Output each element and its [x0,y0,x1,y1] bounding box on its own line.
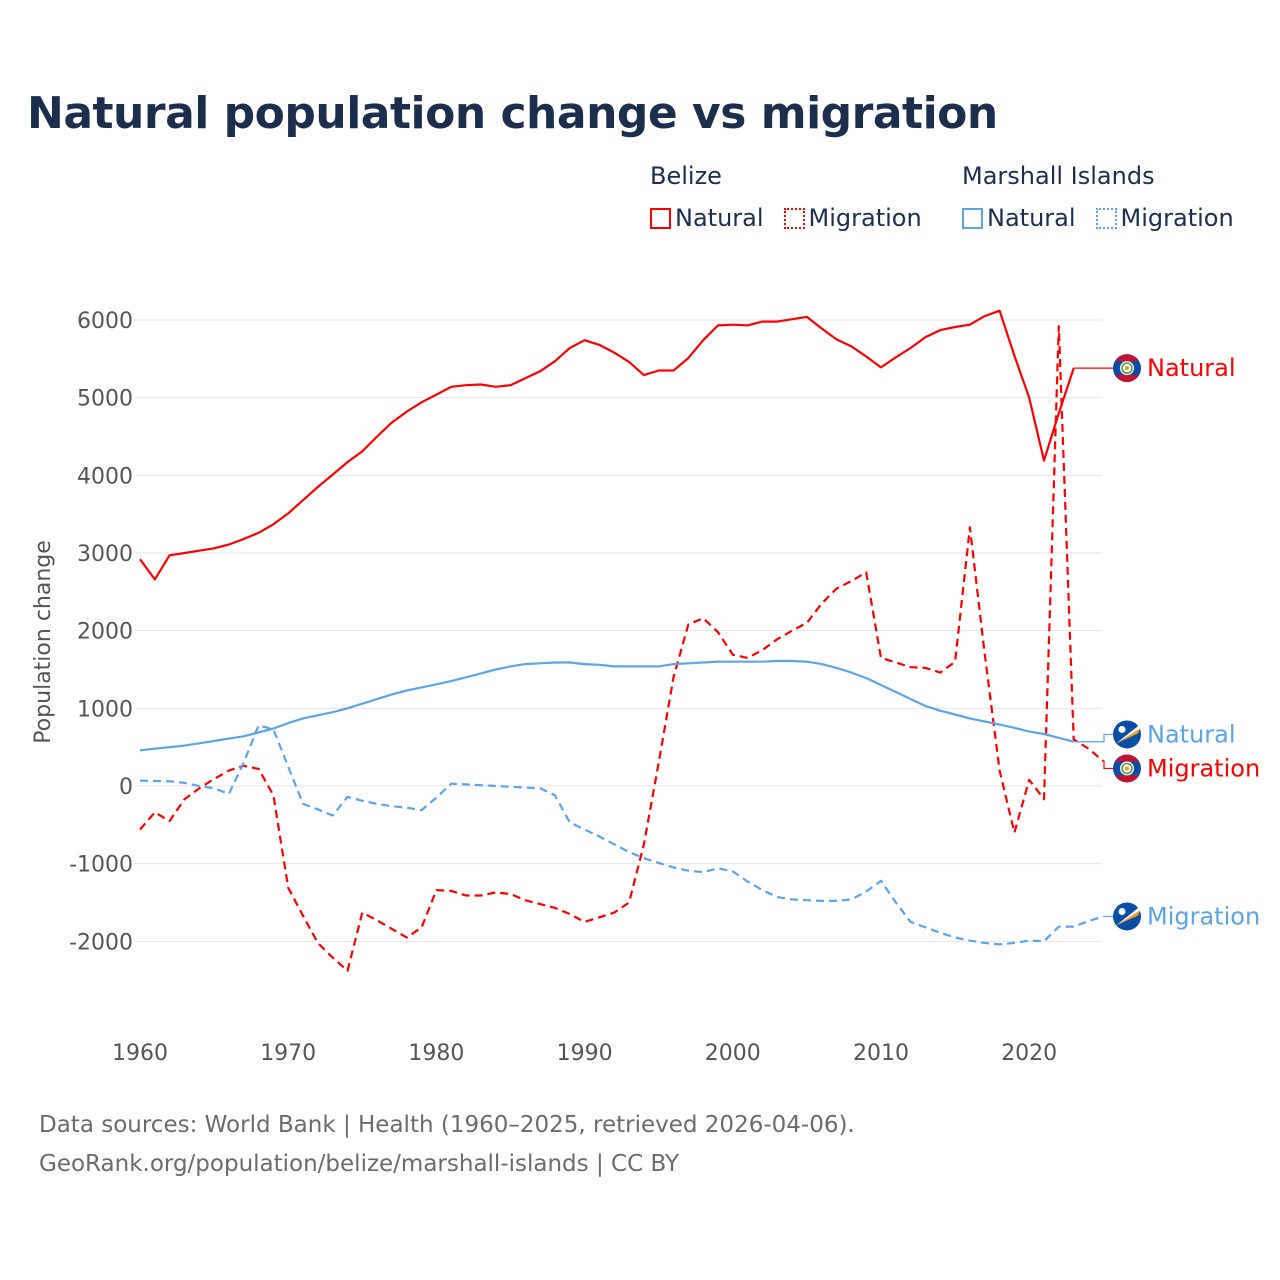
flag-emblem [1125,766,1129,771]
flag-background [1113,902,1141,931]
flag-emblem [1121,762,1133,775]
y-tick-label: 0 [119,775,133,800]
legend-item-marshall-migration[interactable]: Migration [1095,204,1234,232]
x-tick-label: 2020 [1001,1041,1057,1066]
dotted-line-swatch-icon [1095,207,1117,229]
x-tick-label: 2010 [853,1041,909,1066]
flag-star [1118,725,1126,733]
y-tick-label: 2000 [77,620,133,645]
y-tick-label: -1000 [69,853,133,878]
y-tick-label: 1000 [77,697,133,722]
flag-stripe [1116,906,1140,926]
series-end-label: Migration [1147,902,1260,930]
y-tick-label: -2000 [69,930,133,955]
flag-background [1113,720,1141,749]
legend-label: Migration [808,204,922,232]
x-tick-label: 1960 [112,1041,168,1066]
data-sources-note: Data sources: World Bank | Health (1960–… [39,1112,855,1138]
legend-label: Natural [675,204,764,232]
label-connector [1073,733,1113,743]
belize-flag-icon [1113,354,1141,383]
belize-flag-icon [1113,754,1141,783]
legend-item-belize-migration[interactable]: Migration [783,204,922,232]
legend-group-marshall-islands: Marshall Islands Natural Migration [962,162,1234,232]
x-tick-label: 2000 [705,1041,761,1066]
legend-label: Migration [1120,204,1234,232]
series-line-marshall-islands-migration [139,724,1104,946]
footer: Data sources: World Bank | Health (1960–… [39,1106,855,1184]
chart-title: Natural population change vs migration [27,88,998,139]
y-axis-label: Population change [31,540,56,744]
flag-star [1118,907,1126,915]
flag-emblem [1121,362,1133,374]
marshall-islands-flag-icon [1113,720,1141,749]
legend-label: Natural [987,204,1076,232]
series-end-label: Migration [1147,754,1260,782]
flag-band [1115,754,1139,762]
legend-group-title: Belize [650,162,722,190]
solid-line-swatch-icon [962,207,983,229]
flag-band [1115,354,1139,362]
marshall-islands-flag-icon [1113,902,1141,931]
x-tick-label: 1970 [260,1041,316,1066]
x-tick-label: 1990 [557,1041,613,1066]
legend-item-belize-natural[interactable]: Natural [650,204,764,232]
flag-emblem [1125,366,1129,371]
series-end-label: Natural [1147,720,1236,748]
legend-group-title: Marshall Islands [962,162,1155,190]
dotted-line-swatch-icon [783,207,805,229]
source-link[interactable]: GeoRank.org/population/belize/marshall-i… [39,1151,680,1177]
solid-line-swatch-icon [650,207,671,229]
series-line-belize-migration [139,325,1105,972]
series-end-label: Natural [1147,354,1236,382]
flag-band [1115,375,1139,382]
y-tick-label: 6000 [77,309,133,334]
x-tick-label: 1980 [408,1041,464,1066]
flag-stripe [1116,724,1140,744]
y-tick-label: 5000 [77,387,133,412]
legend-group-belize: Belize Natural Migration [650,162,922,232]
y-tick-label: 3000 [77,542,133,567]
series-line-belize-natural [139,309,1075,581]
series-line-marshall-islands-natural [139,659,1074,752]
flag-band [1115,775,1139,783]
label-connector [1103,760,1113,770]
legend-item-marshall-natural[interactable]: Natural [962,204,1076,232]
y-tick-label: 4000 [77,464,133,489]
